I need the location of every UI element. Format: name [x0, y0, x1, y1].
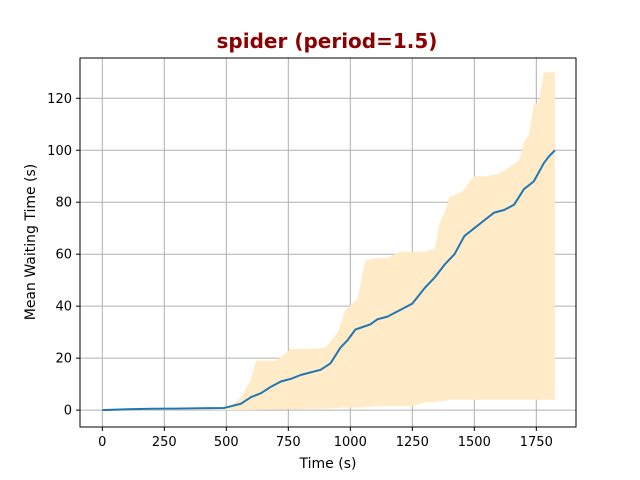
confidence-band: [102, 72, 555, 411]
x-tick-label: 0: [98, 435, 106, 450]
y-tick-label: 20: [55, 352, 72, 367]
y-tick-label: 100: [47, 144, 72, 159]
x-tick-label: 500: [214, 435, 239, 450]
y-axis-ticks: 0 20 40 60 80 100 120: [47, 92, 80, 419]
x-tick-label: 750: [276, 435, 301, 450]
x-tick-label: 1500: [458, 435, 491, 450]
band-area: [102, 72, 555, 411]
y-tick-label: 60: [55, 248, 72, 263]
x-tick-label: 1750: [520, 435, 553, 450]
mean-line-path: [102, 149, 556, 412]
y-tick-label: 80: [55, 196, 72, 211]
x-tick-label: 250: [152, 435, 177, 450]
y-tick-label: 120: [47, 92, 72, 107]
mean-waiting-line: [102, 149, 556, 412]
x-axis-label: Time (s): [299, 456, 357, 472]
plot-frame: [79, 57, 577, 428]
x-tick-label: 1000: [334, 435, 367, 450]
y-axis-label: Mean Waiting Time (s): [23, 164, 39, 321]
x-tick-label: 1250: [396, 435, 429, 450]
y-tick-label: 40: [55, 300, 72, 315]
chart-title: spider (period=1.5): [217, 29, 438, 53]
y-tick-label: 0: [64, 404, 72, 419]
x-axis-ticks: 0 250 500 750 1000 1250 1500 1750: [98, 427, 553, 450]
